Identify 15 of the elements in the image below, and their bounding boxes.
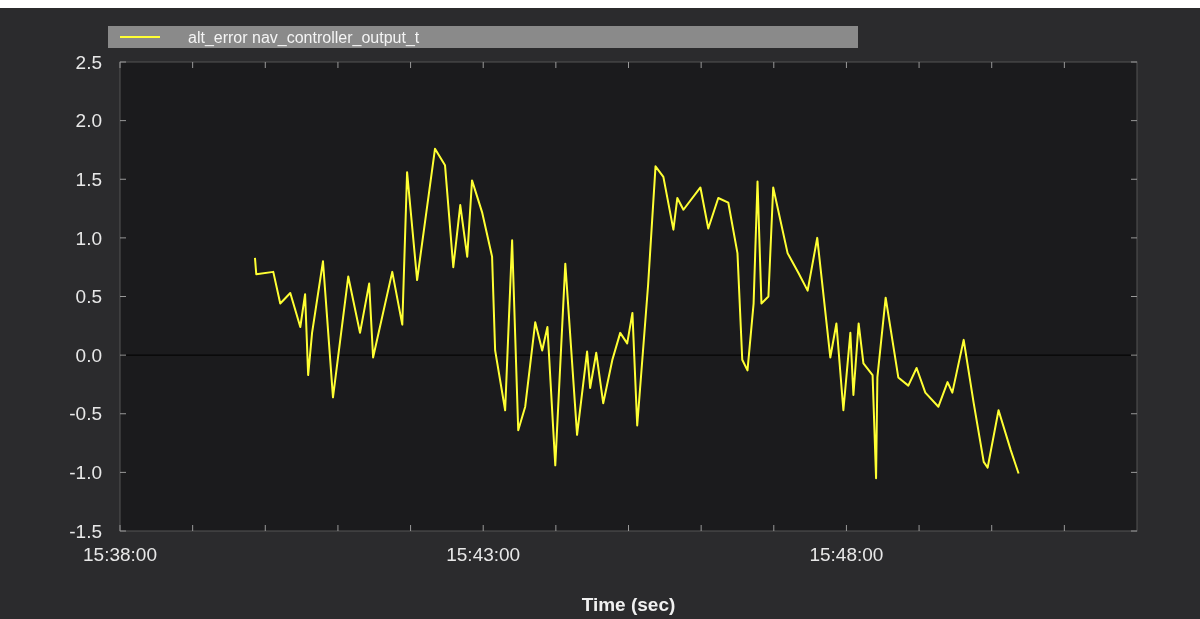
line-series <box>253 147 1020 480</box>
x-axis-title: Time (sec) <box>581 594 676 615</box>
y-tick-label: 2.5 <box>75 51 102 73</box>
x-tick-label: 15:43:00 <box>446 544 521 565</box>
y-tick-label: -0.5 <box>69 403 102 425</box>
y-tick-label: 0.5 <box>75 286 102 308</box>
y-tick-label: 1.5 <box>75 168 102 190</box>
legend-label: alt_error nav_controller_output_t <box>188 28 420 47</box>
x-tick-label: 15:38:00 <box>83 544 157 565</box>
y-tick-label: 1.0 <box>75 227 102 249</box>
y-tick-label: 0.0 <box>75 344 102 366</box>
x-tick-label: 15:48:00 <box>809 544 884 565</box>
y-tick-label: 2.0 <box>75 110 102 132</box>
y-tick-label: -1.5 <box>69 520 102 542</box>
y-tick-label: -1.0 <box>69 462 102 484</box>
